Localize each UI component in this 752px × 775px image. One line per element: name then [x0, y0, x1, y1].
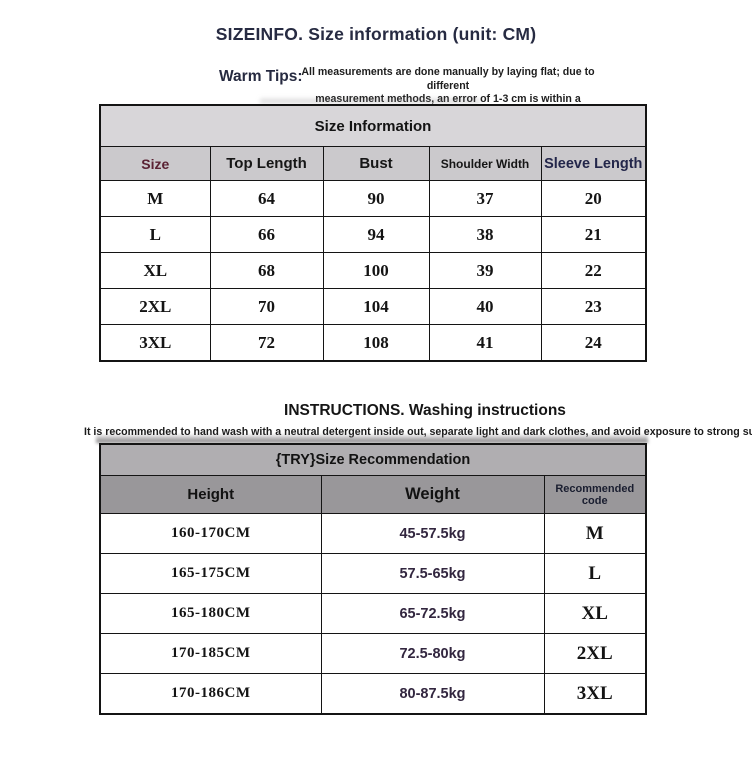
- cell-shoulder-width: 38: [428, 216, 542, 253]
- cell-top-length: 72: [209, 324, 324, 362]
- column-header-sleeve-length: Sleeve Length: [540, 146, 647, 181]
- cell-bust: 104: [322, 288, 430, 325]
- table-row: 170-186CM 80-87.5kg 3XL: [99, 673, 647, 715]
- column-header-recommended-code: Recommended code: [543, 475, 647, 514]
- cell-top-length: 64: [209, 180, 324, 217]
- warm-tips-text: All measurements are done manually by la…: [287, 66, 609, 120]
- cell-height: 160-170CM: [99, 513, 322, 554]
- size-information-table: Size Information Size Top Length Bust Sh…: [99, 104, 648, 362]
- cell-sleeve-length: 24: [540, 324, 647, 362]
- cell-shoulder-width: 41: [428, 324, 542, 362]
- cell-sleeve-length: 20: [540, 180, 647, 217]
- cell-size: 3XL: [99, 324, 211, 362]
- cell-weight: 72.5-80kg: [320, 633, 545, 674]
- cell-top-length: 70: [209, 288, 324, 325]
- cell-height: 165-180CM: [99, 593, 322, 634]
- table-row: 170-185CM 72.5-80kg 2XL: [99, 633, 647, 674]
- cell-height: 170-186CM: [99, 673, 322, 715]
- cell-top-length: 66: [209, 216, 324, 253]
- size-table-title: Size Information: [99, 104, 647, 147]
- table-row: XL 68 100 39 22: [99, 252, 647, 289]
- recommendation-table-title-row: {TRY}Size Recommendation: [99, 443, 647, 476]
- cell-height: 170-185CM: [99, 633, 322, 674]
- table-top-shadow: [96, 434, 648, 443]
- table-row: M 64 90 37 20: [99, 180, 647, 217]
- column-header-weight: Weight: [320, 475, 545, 514]
- cell-weight: 80-87.5kg: [320, 673, 545, 715]
- recommendation-table-title: {TRY}Size Recommendation: [99, 443, 647, 476]
- cell-sleeve-length: 23: [540, 288, 647, 325]
- column-header-height: Height: [99, 475, 322, 514]
- cell-recommended-code: 3XL: [543, 673, 647, 715]
- cell-sleeve-length: 21: [540, 216, 647, 253]
- cell-weight: 57.5-65kg: [320, 553, 545, 594]
- column-header-size: Size: [99, 146, 211, 181]
- table-row: L 66 94 38 21: [99, 216, 647, 253]
- column-header-top-length: Top Length: [209, 146, 324, 181]
- table-row: 165-180CM 65-72.5kg XL: [99, 593, 647, 634]
- cell-shoulder-width: 37: [428, 180, 542, 217]
- cell-height: 165-175CM: [99, 553, 322, 594]
- table-top-shadow: [260, 97, 480, 103]
- cell-size: XL: [99, 252, 211, 289]
- column-header-shoulder-width: Shoulder Width: [428, 146, 542, 181]
- cell-recommended-code: 2XL: [543, 633, 647, 674]
- recommendation-table-header-row: Height Weight Recommended code: [99, 475, 647, 514]
- size-table-title-row: Size Information: [99, 104, 647, 147]
- cell-recommended-code: M: [543, 513, 647, 554]
- instructions-heading: INSTRUCTIONS. Washing instructions: [284, 402, 566, 419]
- cell-shoulder-width: 40: [428, 288, 542, 325]
- cell-bust: 100: [322, 252, 430, 289]
- cell-sleeve-length: 22: [540, 252, 647, 289]
- page-title: SIZEINFO. Size information (unit: CM): [215, 24, 537, 44]
- cell-bust: 108: [322, 324, 430, 362]
- cell-size: L: [99, 216, 211, 253]
- cell-size: 2XL: [99, 288, 211, 325]
- table-row: 160-170CM 45-57.5kg M: [99, 513, 647, 554]
- table-row: 3XL 72 108 41 24: [99, 324, 647, 362]
- cell-recommended-code: XL: [543, 593, 647, 634]
- size-recommendation-table: {TRY}Size Recommendation Height Weight R…: [99, 443, 647, 715]
- cell-shoulder-width: 39: [428, 252, 542, 289]
- size-table-header-row: Size Top Length Bust Shoulder Width Slee…: [99, 146, 647, 181]
- table-row: 2XL 70 104 40 23: [99, 288, 647, 325]
- cell-top-length: 68: [209, 252, 324, 289]
- cell-weight: 65-72.5kg: [320, 593, 545, 634]
- warm-tips-label: Warm Tips:: [219, 68, 303, 85]
- cell-recommended-code: L: [543, 553, 647, 594]
- column-header-bust: Bust: [322, 146, 430, 181]
- table-row: 165-175CM 57.5-65kg L: [99, 553, 647, 594]
- warm-tips-line-1: All measurements are done manually by la…: [301, 66, 595, 92]
- cell-bust: 90: [322, 180, 430, 217]
- cell-bust: 94: [322, 216, 430, 253]
- cell-size: M: [99, 180, 211, 217]
- cell-weight: 45-57.5kg: [320, 513, 545, 554]
